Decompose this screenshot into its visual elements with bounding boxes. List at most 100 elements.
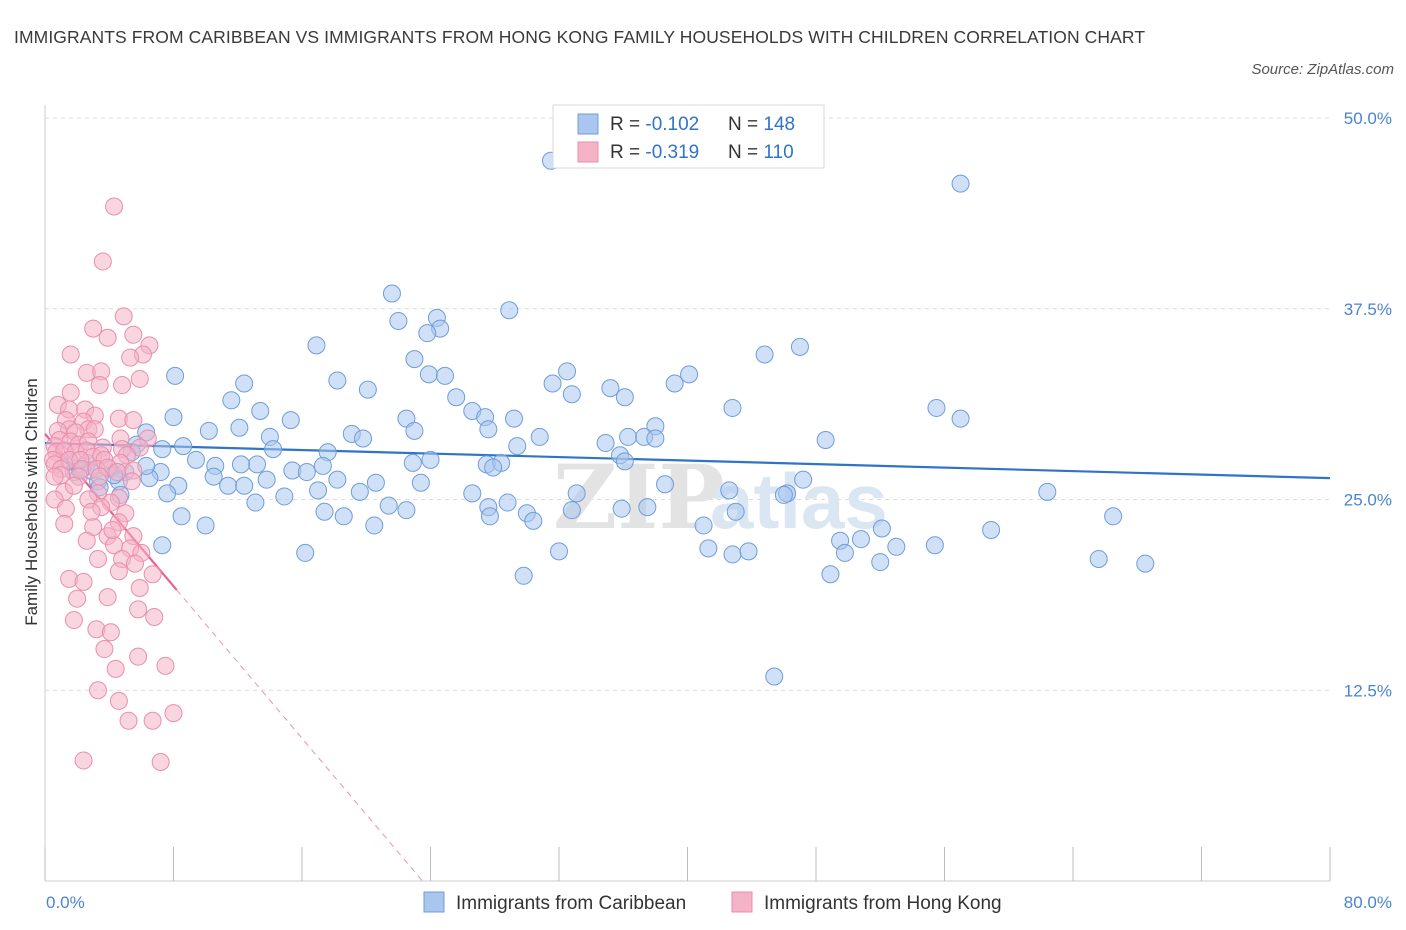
point-hong-kong bbox=[74, 751, 93, 770]
point-caribbean bbox=[158, 484, 177, 503]
point-hong-kong bbox=[109, 691, 128, 710]
point-hong-kong bbox=[93, 252, 112, 271]
point-hong-kong bbox=[74, 572, 93, 591]
point-hong-kong bbox=[143, 565, 162, 584]
point-caribbean bbox=[739, 542, 758, 561]
point-caribbean bbox=[403, 453, 422, 472]
point-hong-kong bbox=[61, 383, 80, 402]
point-caribbean bbox=[389, 311, 408, 330]
stats-n-1: N = 110 bbox=[728, 142, 794, 163]
point-caribbean bbox=[199, 421, 218, 440]
point-caribbean bbox=[821, 565, 840, 584]
point-caribbean bbox=[755, 345, 774, 364]
point-caribbean bbox=[172, 507, 191, 526]
point-caribbean bbox=[196, 516, 215, 535]
point-hong-kong bbox=[143, 711, 162, 730]
point-hong-kong bbox=[89, 550, 108, 569]
point-caribbean bbox=[562, 501, 581, 520]
point-caribbean bbox=[174, 437, 193, 456]
point-caribbean bbox=[765, 667, 784, 686]
point-hong-kong bbox=[108, 463, 127, 482]
trend-line-0 bbox=[44, 441, 1331, 480]
y-axis-title: Family Households with Children bbox=[22, 378, 41, 626]
point-hong-kong bbox=[124, 411, 143, 430]
point-caribbean bbox=[447, 388, 466, 407]
point-caribbean bbox=[411, 473, 430, 492]
point-caribbean bbox=[543, 374, 562, 393]
point-caribbean bbox=[204, 467, 223, 486]
point-hong-kong bbox=[156, 656, 175, 675]
point-caribbean bbox=[248, 455, 267, 474]
point-caribbean bbox=[275, 487, 294, 506]
legend-swatch-1 bbox=[731, 891, 753, 913]
point-hong-kong bbox=[90, 376, 109, 395]
point-caribbean bbox=[498, 493, 517, 512]
point-caribbean bbox=[379, 496, 398, 515]
point-caribbean bbox=[790, 337, 809, 356]
point-caribbean bbox=[365, 516, 384, 535]
point-caribbean bbox=[505, 409, 524, 428]
point-caribbean bbox=[350, 482, 369, 501]
point-caribbean bbox=[500, 301, 519, 320]
point-hong-kong bbox=[64, 611, 83, 630]
point-caribbean bbox=[1089, 550, 1108, 569]
point-caribbean bbox=[484, 458, 503, 477]
point-hong-kong bbox=[82, 502, 101, 521]
point-caribbean bbox=[405, 421, 424, 440]
point-caribbean bbox=[646, 429, 665, 448]
point-caribbean bbox=[524, 511, 543, 530]
point-caribbean bbox=[186, 450, 205, 469]
point-caribbean bbox=[612, 499, 631, 518]
point-caribbean bbox=[619, 427, 638, 446]
point-caribbean bbox=[596, 434, 615, 453]
point-caribbean bbox=[1104, 507, 1123, 526]
point-caribbean bbox=[354, 429, 373, 448]
y-tick-label: 37.5% bbox=[1344, 300, 1392, 319]
point-caribbean bbox=[558, 362, 577, 381]
point-hong-kong bbox=[109, 562, 128, 581]
watermark-atlas: atlas bbox=[710, 457, 888, 545]
point-hong-kong bbox=[145, 608, 164, 627]
point-caribbean bbox=[313, 456, 332, 475]
point-caribbean bbox=[164, 408, 183, 427]
point-caribbean bbox=[680, 365, 699, 384]
point-caribbean bbox=[530, 427, 549, 446]
point-caribbean bbox=[307, 336, 326, 355]
point-hong-kong bbox=[129, 600, 148, 619]
point-caribbean bbox=[951, 174, 970, 193]
point-caribbean bbox=[816, 430, 835, 449]
point-caribbean bbox=[887, 537, 906, 556]
point-hong-kong bbox=[125, 554, 144, 573]
n-value: 148 bbox=[763, 114, 795, 135]
point-caribbean bbox=[508, 437, 527, 456]
n-label: N = bbox=[728, 114, 763, 135]
x-tick-label: 80.0% bbox=[1344, 893, 1392, 912]
point-hong-kong bbox=[119, 711, 138, 730]
point-caribbean bbox=[567, 484, 586, 503]
point-hong-kong bbox=[130, 369, 149, 388]
point-hong-kong bbox=[55, 514, 74, 533]
point-caribbean bbox=[257, 470, 276, 489]
point-caribbean bbox=[421, 450, 440, 469]
point-caribbean bbox=[296, 543, 315, 562]
point-caribbean bbox=[463, 484, 482, 503]
point-hong-kong bbox=[84, 319, 103, 338]
point-caribbean bbox=[480, 507, 499, 526]
x-tick-label: 0.0% bbox=[46, 893, 85, 912]
point-caribbean bbox=[419, 365, 438, 384]
point-caribbean bbox=[794, 470, 813, 489]
r-value: -0.102 bbox=[645, 114, 699, 135]
axes bbox=[44, 105, 1331, 882]
point-caribbean bbox=[358, 380, 377, 399]
point-hong-kong bbox=[101, 623, 120, 642]
point-hong-kong bbox=[90, 467, 109, 486]
point-hong-kong bbox=[113, 376, 132, 395]
point-hong-kong bbox=[164, 704, 183, 723]
stats-legend: R = -0.102 N = 148 R = -0.319 N = 110 bbox=[552, 104, 825, 169]
point-caribbean bbox=[366, 473, 385, 492]
point-hong-kong bbox=[64, 476, 83, 495]
point-hong-kong bbox=[121, 348, 140, 367]
chart-title: IMMIGRANTS FROM CARIBBEAN VS IMMIGRANTS … bbox=[14, 27, 1146, 47]
stats-swatch-1 bbox=[577, 141, 599, 163]
point-hong-kong bbox=[68, 589, 87, 608]
